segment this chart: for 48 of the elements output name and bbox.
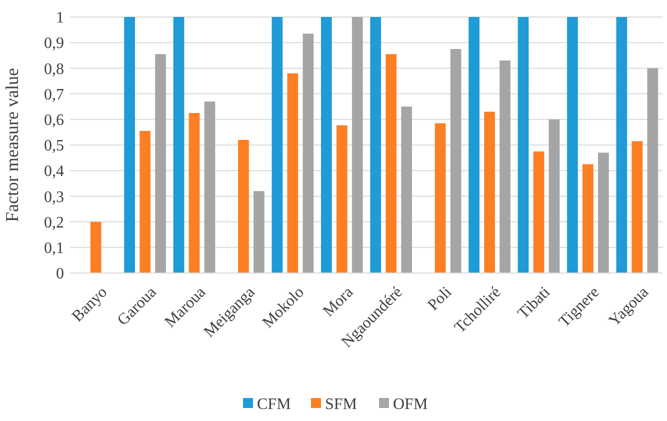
bar	[468, 17, 480, 273]
bar	[173, 17, 184, 273]
bar	[352, 17, 363, 273]
y-tick-label: 0,7	[44, 86, 64, 104]
legend-label: SFM	[325, 396, 358, 413]
y-axis-title: Factor measure value	[2, 68, 22, 222]
bar	[500, 60, 510, 273]
bar	[188, 113, 200, 273]
bar	[598, 152, 609, 273]
bar	[124, 17, 135, 273]
bar	[90, 222, 102, 273]
y-tick-label: 0	[56, 266, 64, 283]
bar	[204, 101, 216, 273]
bar	[582, 164, 594, 273]
bar	[450, 49, 462, 273]
bar	[647, 68, 658, 273]
legend-label: CFM	[257, 396, 291, 413]
bar	[484, 112, 495, 273]
bar	[320, 17, 332, 273]
y-tick-label: 0,2	[44, 214, 64, 232]
bar	[336, 125, 348, 273]
bar	[370, 17, 382, 273]
bar	[386, 54, 397, 273]
bar	[567, 17, 578, 273]
y-tick-label: 0,1	[44, 240, 64, 257]
bar	[155, 54, 166, 273]
y-tick-label: 0,9	[44, 35, 64, 52]
bar	[434, 123, 446, 273]
bar	[616, 17, 628, 273]
bar	[140, 130, 150, 273]
bar	[548, 119, 560, 273]
bar	[632, 141, 643, 273]
y-tick-label: 0,8	[44, 60, 64, 78]
y-tick-label: 1	[56, 10, 64, 27]
y-tick-label: 0,5	[44, 138, 64, 155]
y-tick-label: 0,6	[44, 112, 64, 129]
bar	[401, 106, 412, 273]
y-tick-label: 0,4	[44, 163, 64, 180]
bar	[272, 17, 283, 273]
bar	[238, 140, 249, 273]
bar	[302, 34, 314, 273]
bar	[254, 191, 264, 273]
legend-label: OFM	[393, 396, 428, 413]
bar	[287, 73, 298, 273]
bar	[518, 17, 529, 273]
bar	[533, 151, 544, 273]
x-tick-label: Poli	[424, 283, 456, 314]
y-tick-label: 0,3	[44, 188, 64, 206]
